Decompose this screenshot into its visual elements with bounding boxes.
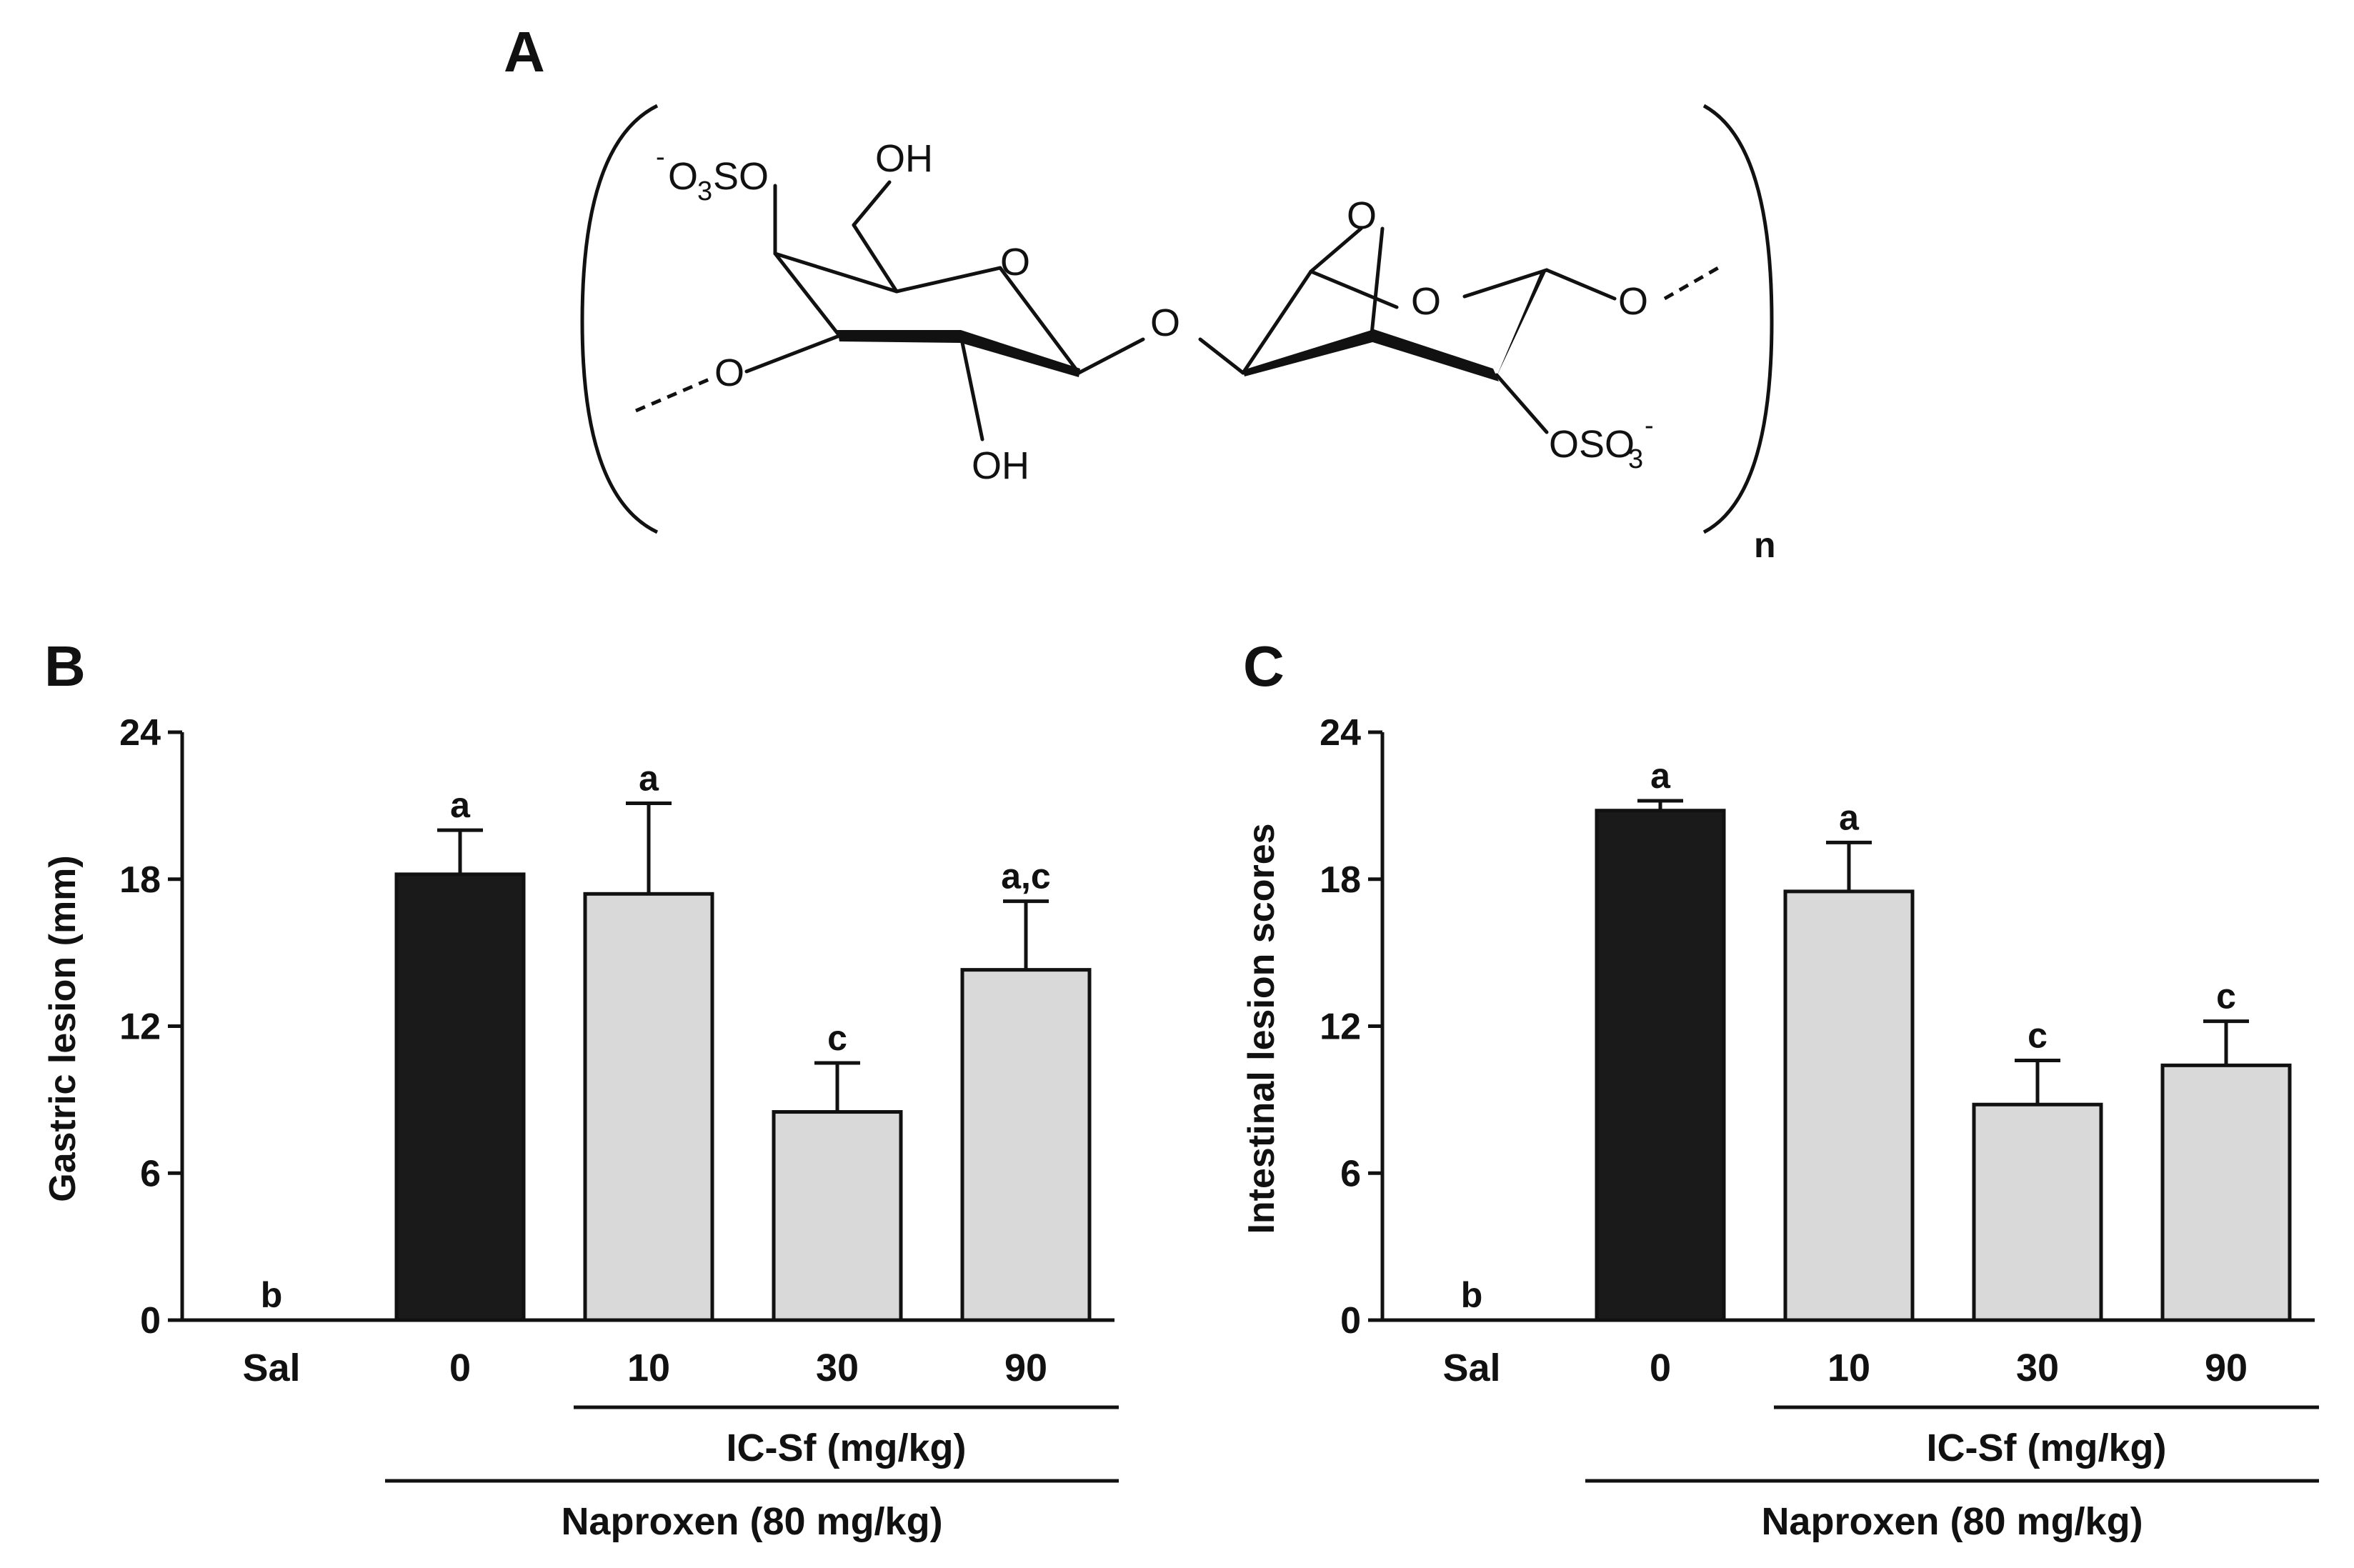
o-left: O (714, 351, 744, 394)
category-label: 90 (1004, 1347, 1047, 1389)
panel-letter-c: C (1243, 634, 1285, 698)
molecule-wedges (837, 270, 1547, 381)
panel-letter-b: B (44, 634, 86, 698)
left-bracket (580, 104, 659, 534)
bar (583, 892, 714, 1322)
significance-label: a (1839, 797, 1860, 837)
repeat-n: n (1754, 525, 1776, 565)
ring-o-right: O (1411, 280, 1441, 323)
category-label: Sal (1442, 1347, 1500, 1389)
significance-label: a,c (1001, 857, 1051, 897)
oso3-main: OSO (1549, 423, 1635, 466)
molecule-atom-labels: - O 3 SO OH O O O O O O OH OSO 3 - n (656, 137, 1776, 565)
y-tick-label: 18 (119, 859, 161, 901)
bar (394, 872, 526, 1322)
category-label: 30 (2016, 1347, 2059, 1389)
oso3-charge: - (1645, 411, 1654, 441)
o3so-charge: - (656, 142, 665, 172)
category-label: 0 (449, 1347, 471, 1389)
group-label: Naproxen (80 mg/kg) (561, 1500, 942, 1543)
category-label: 10 (1827, 1347, 1870, 1389)
right-bracket (1702, 104, 1774, 534)
molecule-dashed-bonds (635, 266, 1720, 413)
category-label: 10 (627, 1347, 670, 1389)
group-label: Naproxen (80 mg/kg) (1761, 1500, 2143, 1543)
o3so-o: O (668, 155, 698, 198)
molecule-bonds (744, 180, 1617, 441)
y-tick-label: 0 (140, 1300, 161, 1342)
bar (772, 1110, 903, 1322)
bar (1595, 809, 1726, 1322)
panel-c-chart: C Intestinal lesion scores 0 6 12 18 24 b Sal a… (1241, 634, 2319, 1543)
significance-label: c (2028, 1016, 2048, 1056)
group-label: IC-Sf (mg/kg) (727, 1427, 967, 1469)
category-label: Sal (242, 1347, 300, 1389)
bridge-o: O (1150, 301, 1180, 344)
category-label: 90 (2205, 1347, 2248, 1389)
panel-a-structure: A (504, 20, 1776, 565)
panel-b-plot-area: 0 6 12 18 24 b Sal a 0 a 10 c 30 a,c 90 IC-Sf (mg/kg) Na… (119, 712, 1119, 1543)
panel-letter-a: A (504, 20, 545, 84)
y-tick-label: 0 (1340, 1300, 1361, 1342)
o-right: O (1618, 280, 1648, 323)
o3so-sub: 3 (697, 176, 712, 206)
significance-label: b (261, 1275, 283, 1315)
group-label: IC-Sf (mg/kg) (1927, 1427, 2167, 1469)
ring-o-left: O (1000, 241, 1030, 284)
significance-label: c (827, 1018, 847, 1058)
bar (2160, 1063, 2292, 1322)
y-tick-label: 24 (1320, 712, 1361, 754)
y-tick-label: 12 (119, 1007, 161, 1048)
anhydro-o: O (1347, 194, 1377, 237)
significance-label: a (1650, 756, 1671, 796)
significance-label: a (450, 785, 471, 825)
y-tick-label: 24 (119, 712, 161, 754)
y-axis-title: Intestinal lesion scores (1241, 823, 1282, 1234)
category-label: 30 (816, 1347, 859, 1389)
panel-c-plot-area: 0 6 12 18 24 b Sal a 0 a 10 c 30 c 90 IC-Sf (mg/kg) Napr… (1320, 712, 2319, 1543)
o3so-so: SO (713, 155, 769, 198)
significance-label: c (2216, 977, 2236, 1017)
y-tick-label: 18 (1320, 859, 1361, 901)
bar (1783, 889, 1915, 1322)
y-tick-label: 6 (140, 1153, 161, 1194)
bar (1972, 1102, 2103, 1322)
oso3-sub: 3 (1628, 444, 1643, 474)
oh-bottom: OH (972, 444, 1029, 487)
panel-b-chart: B Gastric lesion (mm) 0 6 12 18 24 b Sal a 0 a 10 c… (42, 634, 1119, 1543)
significance-label: a (639, 758, 659, 798)
y-tick-label: 12 (1320, 1007, 1361, 1048)
category-label: 0 (1650, 1347, 1671, 1389)
bar (960, 968, 1092, 1322)
oh-top: OH (875, 137, 933, 180)
y-tick-label: 6 (1340, 1153, 1361, 1194)
significance-label: b (1461, 1275, 1483, 1315)
y-axis-title: Gastric lesion (mm) (42, 855, 84, 1202)
